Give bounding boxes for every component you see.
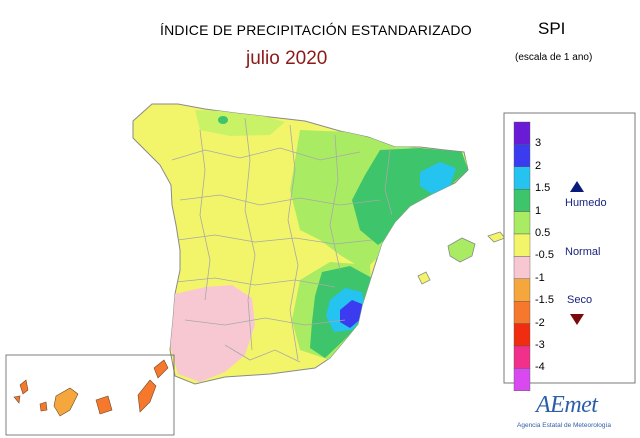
zone-blue-murcia: [340, 300, 362, 328]
dry-triangle-icon: [570, 314, 584, 325]
category-humid-label: Humedo: [565, 197, 607, 209]
map-title: ÍNDICE DE PRECIPITACIÓN ESTANDARIZADO: [160, 22, 472, 38]
legend-band: [513, 345, 531, 369]
legend-tick-label: -0.5: [535, 249, 554, 262]
map-subtitle: julio 2020: [246, 48, 328, 69]
menorca-island: [487, 231, 506, 243]
legend-band: [513, 278, 531, 302]
category-normal-label: Normal: [565, 246, 601, 258]
legend-band: [513, 144, 531, 167]
legend-tick-label: -1.5: [535, 294, 554, 307]
legend-tick-label: -4: [535, 361, 545, 374]
canary-inset-frame: [5, 354, 175, 436]
scale-note: (escala de 1 ano): [515, 52, 593, 63]
legend-band: [513, 301, 531, 324]
legend-band: [513, 121, 531, 145]
legend-band: [513, 211, 531, 235]
zone-green-spot-cantabria: [218, 116, 228, 124]
legend-tick-label: -2: [535, 316, 545, 329]
legend-band: [513, 188, 531, 212]
legend-tick-label: 1.5: [535, 182, 551, 195]
legend-band: [513, 323, 531, 347]
legend-tick-label: -3: [535, 339, 545, 351]
index-name: SPI: [538, 19, 566, 38]
aemet-logo: AEmet: [536, 392, 598, 419]
mallorca-island: [447, 237, 476, 263]
zone-light-green-north: [195, 110, 285, 136]
ibiza-island: [417, 271, 431, 285]
zone-cyan-catalonia: [420, 162, 456, 194]
aemet-logo-text: AEmet: [536, 392, 598, 418]
wet-triangle-icon: [570, 181, 584, 192]
legend-tick-label: 1: [535, 204, 542, 217]
legend-tick-label: -1: [535, 271, 545, 284]
legend-band: [513, 256, 531, 279]
legend-tick-label: 2: [535, 159, 542, 172]
legend-band: [513, 166, 531, 190]
category-dry-label: Seco: [567, 294, 593, 306]
legend-band: [513, 368, 531, 391]
province-boundaries: [171, 117, 393, 363]
legend-tick-label: 0.5: [535, 227, 551, 239]
zone-pink-southwest: [170, 285, 255, 382]
canary-islands: [13, 359, 169, 417]
legend-band: [513, 233, 531, 257]
legend-tick-label: 3: [535, 137, 542, 150]
legend-color-bar: [513, 121, 531, 391]
aemet-logo-caption: Agencia Estatal de Meteorología: [517, 422, 611, 429]
